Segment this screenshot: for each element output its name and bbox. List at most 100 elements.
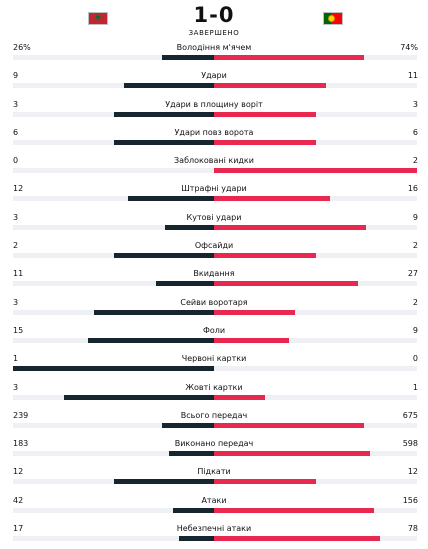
away-bar-track <box>214 507 417 513</box>
stat-label: Вкидання <box>193 269 235 279</box>
away-stat-value: 598 <box>402 439 418 449</box>
away-stat-value: 78 <box>407 524 418 534</box>
home-bar-track <box>13 224 215 230</box>
away-bar-track <box>214 366 417 372</box>
away-bar-fill <box>214 168 417 174</box>
stat-label: Штрафні удари <box>181 184 247 194</box>
away-stat-value: 27 <box>407 269 418 279</box>
stat-row: 17 Небезпечні атаки 78 <box>0 521 428 549</box>
away-stat-value: 2 <box>412 297 418 307</box>
home-stat-value: 12 <box>13 184 24 194</box>
stat-label: Удари повз ворота <box>174 127 254 137</box>
away-stat-value: 12 <box>407 467 418 477</box>
stat-label: Всього передач <box>180 410 248 420</box>
home-stat-value: 12 <box>13 467 24 477</box>
away-bar-fill <box>214 55 365 60</box>
home-bar-track <box>13 394 215 400</box>
away-bar-track <box>214 253 417 259</box>
away-stat-value: 0 <box>412 354 418 364</box>
home-bar-fill <box>93 309 215 315</box>
home-bar-track <box>13 253 215 259</box>
away-bar-fill <box>214 196 330 202</box>
stat-label: Небезпечні атаки <box>176 524 252 534</box>
home-stat-value: 3 <box>13 212 19 222</box>
away-bar-fill <box>214 139 316 145</box>
home-bar-track <box>13 168 215 174</box>
home-bar-fill <box>63 394 215 400</box>
stat-row: 42 Атаки 156 <box>0 493 428 521</box>
away-bar-fill <box>214 281 359 287</box>
away-stat-value: 9 <box>412 212 418 222</box>
morocco-flag-icon: ★ <box>88 12 108 25</box>
home-bar-track <box>13 55 215 60</box>
stat-label: Жовті картки <box>185 382 243 392</box>
stat-row: 3 Сейви воротаря 2 <box>0 295 428 323</box>
away-bar-track <box>214 139 417 145</box>
home-bar-fill <box>178 536 215 542</box>
away-stat-value: 675 <box>402 410 418 420</box>
home-bar-track <box>13 111 215 117</box>
away-stat-value: 2 <box>412 241 418 251</box>
away-bar-fill <box>214 451 371 457</box>
home-stat-value: 0 <box>13 156 19 166</box>
home-stat-value: 11 <box>13 269 24 279</box>
stat-label: Підкати <box>197 467 231 477</box>
home-bar-track <box>13 83 215 89</box>
away-bar-fill <box>214 422 365 428</box>
home-stat-value: 1 <box>13 354 19 364</box>
home-bar-track <box>13 536 215 542</box>
away-bar-track <box>214 111 417 117</box>
home-bar-fill <box>87 337 215 343</box>
away-bar-track <box>214 281 417 287</box>
away-stat-value: 156 <box>402 495 418 505</box>
home-stat-value: 183 <box>13 439 29 449</box>
away-stat-value: 1 <box>412 382 418 392</box>
stat-label: Заблоковані кидки <box>174 156 254 166</box>
home-bar-fill <box>162 55 215 60</box>
away-stat-value: 9 <box>412 325 418 335</box>
away-bar-track <box>214 479 417 485</box>
match-header: ★ 1-0 ЗАВЕРШЕНО <box>0 0 428 40</box>
home-stat-value: 17 <box>13 524 24 534</box>
home-bar-fill <box>114 139 215 145</box>
away-bar-track <box>214 394 417 400</box>
away-bar-fill <box>214 83 326 89</box>
stat-label: Виконано передач <box>174 439 254 449</box>
stat-label: Сейви воротаря <box>180 297 248 307</box>
home-stat-value: 9 <box>13 71 19 81</box>
stat-label: Володіння м'ячем <box>176 43 252 52</box>
stat-row: 3 Удари в площину воріт 3 <box>0 97 428 125</box>
stat-label: Кутові удари <box>186 212 242 222</box>
home-bar-track <box>13 507 215 513</box>
home-bar-track <box>13 281 215 287</box>
stats-list: 26% Володіння м'ячем 74% 9 Удари 11 3 Удари в п… <box>0 40 428 549</box>
home-bar-track <box>13 139 215 145</box>
away-bar-track <box>214 536 417 542</box>
stat-row: 3 Жовті картки 1 <box>0 380 428 408</box>
away-bar-fill <box>214 479 316 485</box>
away-stat-value: 2 <box>412 156 418 166</box>
home-bar-fill <box>156 281 215 287</box>
home-bar-fill <box>124 83 215 89</box>
away-bar-fill <box>214 394 265 400</box>
away-bar-fill <box>214 536 381 542</box>
home-stat-value: 15 <box>13 325 24 335</box>
stat-row: 26% Володіння м'ячем 74% <box>0 40 428 68</box>
home-bar-fill <box>114 253 215 259</box>
home-bar-fill <box>172 507 215 513</box>
home-stat-value: 2 <box>13 241 19 251</box>
home-bar-track <box>13 422 215 428</box>
home-bar-track <box>13 196 215 202</box>
match-status: ЗАВЕРШЕНО <box>188 29 240 37</box>
match-score: 1-0 <box>193 3 235 27</box>
away-stat-value: 6 <box>412 127 418 137</box>
home-stat-value: 42 <box>13 495 24 505</box>
stat-row: 12 Підкати 12 <box>0 464 428 492</box>
home-bar-fill <box>162 422 215 428</box>
away-bar-track <box>214 422 417 428</box>
away-bar-track <box>214 83 417 89</box>
away-stat-value: 11 <box>407 71 418 81</box>
stat-label: Удари <box>201 71 227 81</box>
home-bar-track <box>13 479 215 485</box>
home-bar-fill <box>13 366 215 372</box>
